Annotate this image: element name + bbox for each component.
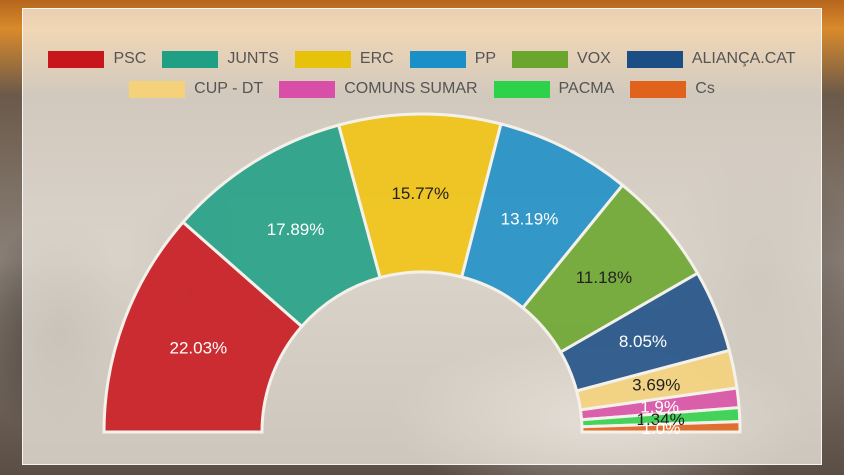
slice-cs[interactable] — [580, 420, 742, 434]
slice-label: 13.19% — [501, 210, 559, 229]
slice-label: 11.18% — [576, 268, 632, 287]
legend-swatch — [129, 80, 186, 98]
legend-swatch — [294, 50, 351, 68]
legend-label: JUNTS — [227, 50, 279, 67]
slice-label: 8.05% — [619, 332, 667, 351]
slice-label: 3.69% — [632, 376, 680, 395]
legend-label: ALIANÇA.CAT — [691, 50, 796, 67]
legend-label: PP — [474, 50, 497, 67]
legend-item-comuns-sumar[interactable]: COMUNS SUMAR — [279, 80, 478, 98]
legend-swatch — [409, 50, 466, 68]
legend-item-cup-dt[interactable]: CUP - DT — [129, 80, 263, 98]
legend-item-erc[interactable]: ERC — [294, 50, 394, 68]
legend-item-cs[interactable]: Cs — [630, 80, 715, 98]
chart-labels: 22.03% 17.89% 15.77% 13.19% 11.18% 8.05% 3.69%… — [170, 184, 685, 438]
legend-swatch — [493, 80, 550, 98]
legend-row-2: CUP - DT COMUNS SUMAR PACMA Cs — [121, 80, 723, 98]
legend-item-psc[interactable]: PSC — [48, 50, 146, 68]
legend-item-junts[interactable]: JUNTS — [162, 50, 279, 68]
legend-swatch — [48, 50, 105, 68]
slice-label: 1.34% — [637, 410, 685, 429]
slice-label: 17.89% — [267, 220, 325, 239]
legend-swatch — [279, 80, 336, 98]
legend-label: COMUNS SUMAR — [344, 80, 478, 97]
legend-swatch — [626, 50, 683, 68]
legend-swatch — [630, 80, 687, 98]
chart-slices — [102, 112, 742, 434]
slice-label: 1.0% — [642, 419, 681, 438]
legend-label: CUP - DT — [194, 80, 264, 97]
legend-swatch — [512, 50, 569, 68]
legend: PSC JUNTS ERC PP VOX ALIANÇA.CAT CUP - D… — [0, 50, 844, 98]
legend-label: PACMA — [558, 80, 615, 97]
legend-item-pp[interactable]: PP — [409, 50, 497, 68]
slice-label: 15.77% — [391, 184, 449, 203]
legend-label: PSC — [113, 50, 147, 67]
legend-row-1: PSC JUNTS ERC PP VOX ALIANÇA.CAT — [40, 50, 803, 68]
slice-psc[interactable] — [102, 220, 304, 434]
legend-label: VOX — [577, 50, 611, 67]
legend-item-alianca-cat[interactable]: ALIANÇA.CAT — [626, 50, 796, 68]
legend-swatch — [162, 50, 219, 68]
legend-label: Cs — [695, 80, 715, 97]
slice-label: 22.03% — [170, 339, 228, 358]
legend-item-pacma[interactable]: PACMA — [493, 80, 615, 98]
slice-label: 1.9% — [640, 397, 679, 416]
legend-item-vox[interactable]: VOX — [512, 50, 611, 68]
legend-label: ERC — [359, 50, 394, 67]
